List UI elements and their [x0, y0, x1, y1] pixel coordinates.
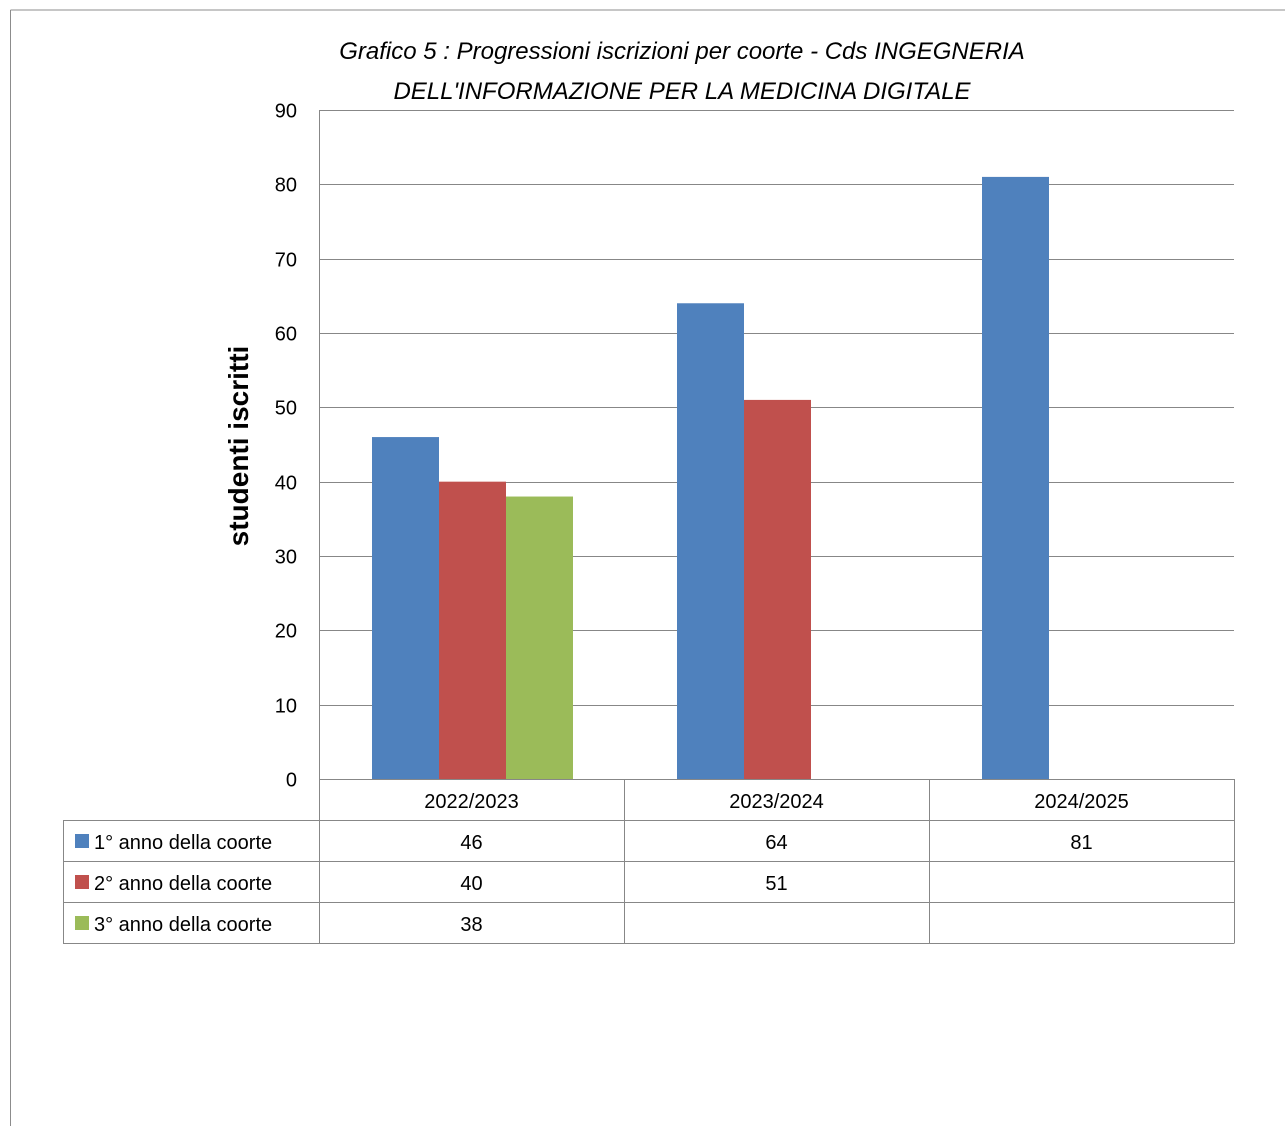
y-tick-label: 20	[275, 621, 297, 643]
data-label: 40	[460, 873, 482, 895]
legend-label: 2° anno della coorte	[94, 873, 272, 895]
y-tick-label: 90	[275, 101, 297, 123]
data-label: 51	[765, 873, 787, 895]
y-tick-label: 10	[275, 696, 297, 718]
y-tick-label: 60	[275, 324, 297, 346]
legend-label: 3° anno della coorte	[94, 914, 272, 936]
y-tick-label: 70	[275, 250, 297, 272]
y-axis-ticks: 0 10 20 30 40 50 60 70 80 90	[275, 101, 297, 792]
data-label: 38	[460, 914, 482, 936]
y-axis-label: studenti iscritti	[223, 346, 254, 547]
legend-label: 1° anno della coorte	[94, 832, 272, 854]
x-tick-label: 2022/2023	[424, 791, 519, 813]
bars	[372, 176, 1049, 779]
bar	[372, 437, 439, 779]
chart-title-line-1: Grafico 5 : Progressioni iscrizioni per …	[339, 38, 1025, 65]
data-label: 81	[1070, 832, 1092, 854]
data-table: 2022/2023 2023/2024 2024/2025 1° anno della…	[63, 779, 1235, 944]
data-label: 64	[765, 832, 787, 854]
y-tick-label: 40	[275, 473, 297, 495]
y-tick-label: 50	[275, 398, 297, 420]
legend-swatch	[75, 916, 89, 930]
y-tick-label: 80	[275, 175, 297, 197]
bar	[744, 399, 811, 779]
y-tick-label: 30	[275, 547, 297, 569]
bar	[506, 496, 573, 779]
bar	[439, 481, 506, 779]
x-tick-label: 2023/2024	[729, 791, 824, 813]
x-tick-label: 2024/2025	[1034, 791, 1129, 813]
y-tick-label: 0	[286, 770, 297, 792]
legend-swatch	[75, 875, 89, 889]
bar	[677, 303, 744, 779]
data-label: 46	[460, 832, 482, 854]
legend-swatch	[75, 834, 89, 848]
chart-title-line-2: DELL'INFORMAZIONE PER LA MEDICINA DIGITA…	[393, 78, 971, 105]
bar	[982, 176, 1049, 779]
